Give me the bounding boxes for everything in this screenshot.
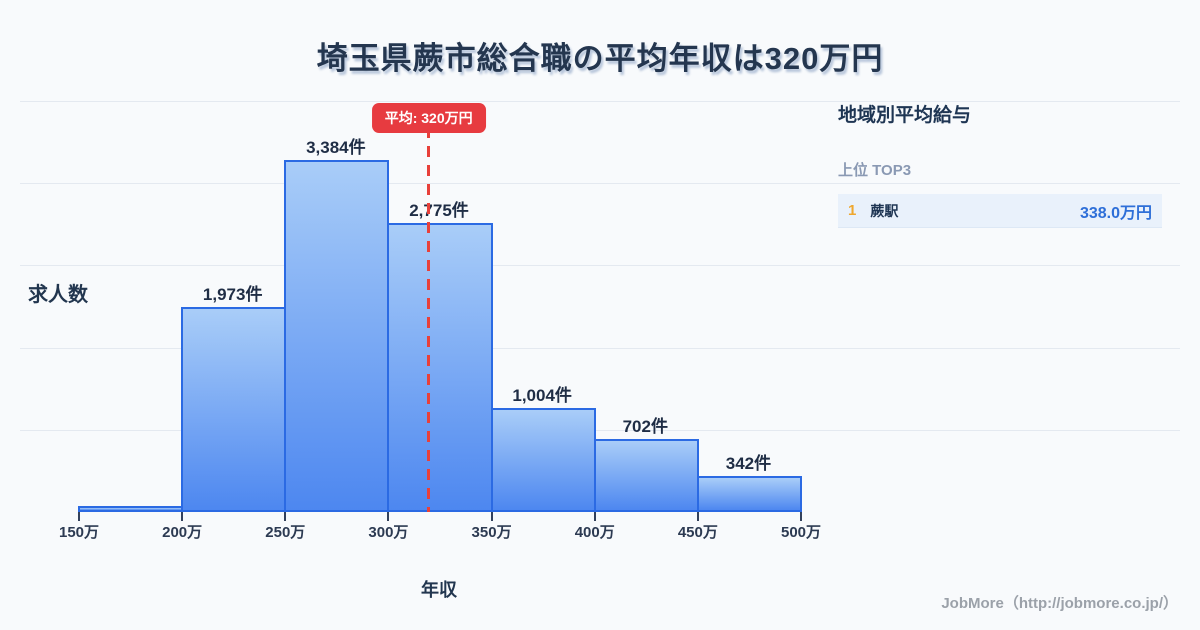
page-title: 埼玉県蕨市総合職の平均年収は320万円 [316,41,884,76]
bar-value-label: 342件 [725,454,772,473]
average-line [427,127,431,512]
salary-histogram: 1,973件 3,384件 2,775件 1,004件 702件 342件 150万 200… [20,101,1180,600]
x-tick-label: 450万 [677,524,718,541]
y-axis-title: 求人数 [28,284,88,306]
bar-value-label: 1,973件 [202,285,263,304]
region-salary-panel: 地域別平均給与 上位 TOP3 1 蕨駅 338.0万円 [838,100,1162,228]
bar-value-label: 1,004件 [512,386,572,405]
x-axis-title: 年収 [421,580,457,600]
x-tick-label: 250万 [265,524,306,541]
x-tick-label: 300万 [368,524,409,541]
axis-tick [284,512,287,521]
panel-subheading: 上位 TOP3 [838,162,912,179]
bar [696,476,802,512]
average-badge: 平均: 320万円 [371,103,486,133]
axis-tick [78,512,80,521]
bar [387,223,493,512]
x-tick-label: 500万 [780,524,822,541]
bar [181,307,287,512]
x-tick-label: 350万 [471,524,512,541]
bar [593,439,699,512]
bar-value-label: 3,384件 [306,138,366,157]
source-credit: JobMore（http://jobmore.co.jp/） [941,595,1178,612]
bar [284,160,390,512]
rank-row: 1 蕨駅 338.0万円 [838,194,1162,228]
axis-tick [387,512,390,521]
panel-heading: 地域別平均給与 [838,105,972,126]
gridline [20,347,1180,349]
bar [490,408,596,512]
x-tick-label: 150万 [58,524,100,541]
bar-value-label: 2,775件 [409,201,469,220]
axis-tick [800,512,802,521]
x-tick-label: 400万 [574,524,615,541]
rank-number: 1 [848,202,857,219]
station-name: 蕨駅 [870,202,899,219]
gridline [20,101,1180,102]
gridline [20,265,1180,267]
gridline [20,429,1180,431]
axis-tick [696,512,699,521]
axis-tick [593,512,596,521]
axis-tick [490,512,493,521]
bar-value-label: 702件 [622,417,668,436]
bar [78,506,184,512]
x-tick-label: 200万 [162,524,203,541]
axis-tick [181,512,184,521]
gridline [20,183,1180,185]
station-salary-value: 338.0万円 [1079,204,1152,222]
